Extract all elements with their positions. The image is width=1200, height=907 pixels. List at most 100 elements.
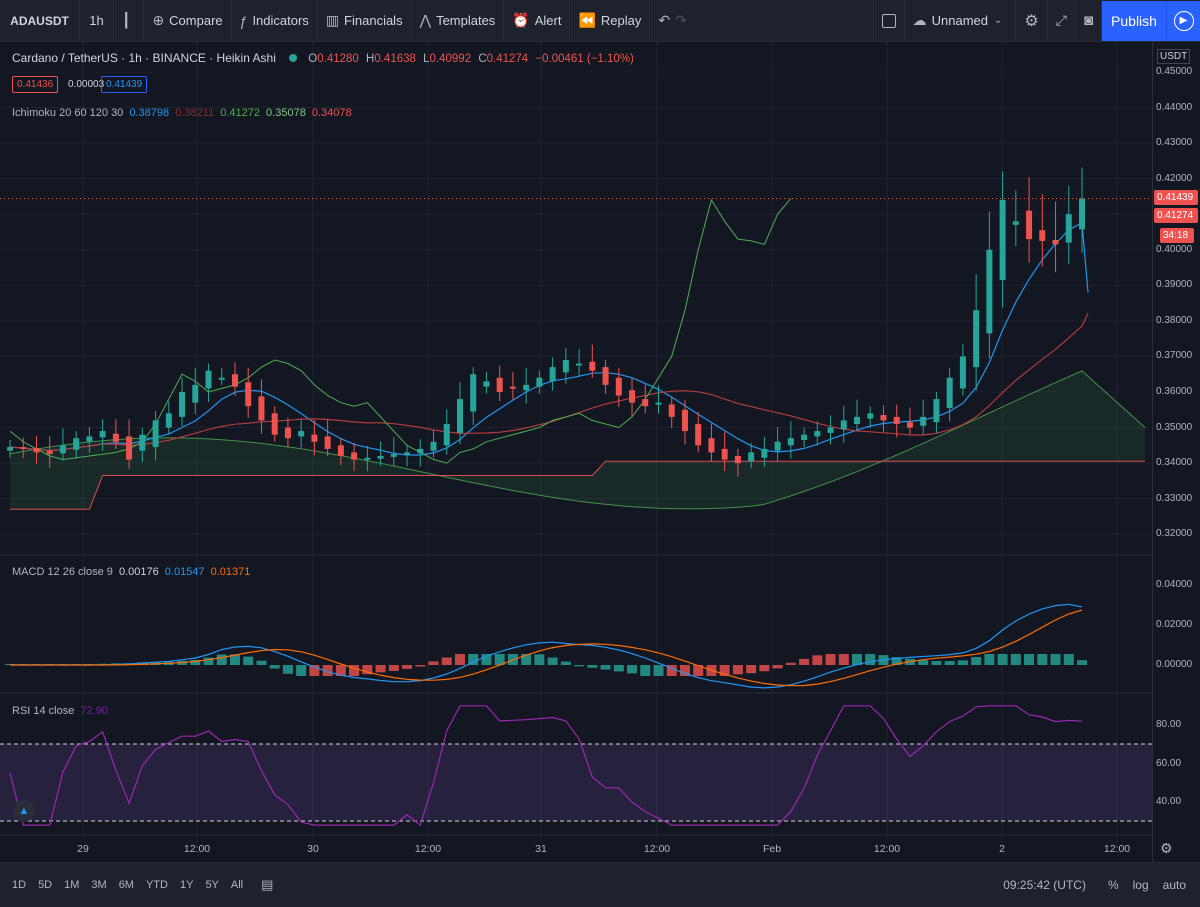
candle-body: [589, 361, 596, 371]
candle-body: [298, 431, 305, 437]
close-value: 0.41274: [486, 53, 529, 65]
candle-body: [73, 438, 80, 450]
candle-body: [1026, 210, 1033, 240]
financials-label: Financials: [344, 13, 403, 28]
ichimoku-legend: Ichimoku 20 60 120 30 0.38798 0.38211 0.…: [12, 107, 352, 119]
macd-histogram-bar: [454, 654, 465, 665]
close-label: C: [478, 53, 487, 65]
macd-tick: 0.04000: [1156, 579, 1193, 590]
macd-histogram-bar: [799, 658, 810, 665]
clock[interactable]: 09:25:42 (UTC): [1003, 878, 1086, 892]
undo-icon[interactable]: ↶: [658, 12, 671, 28]
rsi-tick: 60.00: [1156, 758, 1182, 769]
percent-toggle[interactable]: %: [1107, 878, 1119, 892]
macd-histogram-bar: [971, 657, 982, 665]
spread-value: 0.00003: [68, 79, 105, 90]
candle-body: [311, 434, 318, 442]
range-all[interactable]: All: [230, 879, 244, 891]
replay-button[interactable]: ⏪ Replay: [570, 0, 651, 42]
macd-histogram-bar: [587, 665, 598, 668]
candle-body: [165, 413, 172, 428]
settings-button[interactable]: ⚙: [1016, 0, 1048, 42]
fullscreen-toggle-button[interactable]: [872, 0, 905, 42]
snapshot-button[interactable]: ◙: [1076, 0, 1102, 42]
macd-tick: 0.02000: [1156, 619, 1193, 630]
date-ranges: 1D 5D 1M 3M 6M YTD 1Y 5Y All: [12, 879, 255, 891]
candles-icon: ┃: [122, 12, 131, 28]
range-ytd[interactable]: YTD: [145, 879, 168, 891]
macd-histogram-bar: [984, 654, 995, 665]
currency-label[interactable]: USDT: [1157, 49, 1191, 64]
macd-histogram-bar: [494, 654, 505, 665]
candle-body: [139, 434, 146, 451]
publish-dropdown-button[interactable]: ▶: [1166, 0, 1200, 41]
range-3m[interactable]: 3M: [91, 879, 107, 891]
indicators-button[interactable]: ƒ Indicators: [232, 0, 318, 42]
macd-histogram-bar: [256, 660, 267, 665]
log-toggle[interactable]: log: [1132, 878, 1149, 892]
candle-body: [536, 377, 543, 387]
financials-button[interactable]: ▥ Financials: [318, 0, 412, 42]
close-price-tag: 0.41274: [1154, 208, 1198, 223]
candle-body: [231, 374, 238, 387]
macd-histogram-bar: [243, 656, 254, 665]
rsi-tick: 80.00: [1156, 719, 1182, 730]
range-1y[interactable]: 1Y: [179, 879, 194, 891]
macd-histogram-bar: [282, 665, 293, 674]
chart-canvas[interactable]: [0, 42, 1152, 862]
price-axis[interactable]: USDT: [1152, 42, 1200, 862]
candle-body: [761, 448, 768, 458]
interval-button[interactable]: 1h: [80, 0, 114, 42]
compare-button[interactable]: ⊕ Compare: [144, 0, 232, 42]
price-tick: 0.45000: [1156, 66, 1193, 77]
range-1m[interactable]: 1M: [64, 879, 80, 891]
chevron-down-icon: ⌄: [994, 15, 1003, 26]
candle-body: [46, 450, 53, 455]
candle-body: [324, 436, 331, 449]
range-6m[interactable]: 6M: [118, 879, 134, 891]
macd-histogram-bar: [997, 654, 1008, 665]
macd-histogram-bar: [322, 665, 333, 676]
candle-body: [284, 427, 291, 439]
macd-histogram-bar: [190, 659, 201, 665]
price-tick: 0.35000: [1156, 421, 1193, 433]
macd-histogram-bar: [547, 657, 558, 665]
sell-price-button[interactable]: 0.41436: [12, 76, 59, 93]
auto-toggle[interactable]: auto: [1162, 878, 1186, 892]
time-tick: 12:00: [643, 843, 671, 855]
layout-name-button[interactable]: ☁ Unnamed ⌄: [905, 0, 1017, 42]
macd-histogram-bar: [388, 665, 399, 671]
range-1d[interactable]: 1D: [12, 879, 27, 891]
macd-histogram-bar: [1063, 654, 1074, 665]
candle-body: [337, 445, 344, 456]
publish-button[interactable]: Publish: [1102, 0, 1166, 41]
chart-type-button[interactable]: ┃: [114, 0, 145, 42]
redo-icon[interactable]: ↷: [675, 12, 687, 28]
candle-body: [59, 445, 66, 454]
templates-button[interactable]: ⋀ Templates: [412, 0, 505, 42]
candle-body: [86, 436, 93, 442]
open-value: 0.41280: [317, 53, 359, 65]
candle-body: [867, 413, 874, 419]
time-axis-settings-icon[interactable]: ⚙: [1160, 840, 1173, 856]
macd-histogram-bar: [1077, 660, 1087, 665]
symbol-search-button[interactable]: ADAUSDT: [0, 0, 80, 42]
macd-histogram-bar: [428, 661, 439, 665]
macd-histogram-bar: [203, 657, 214, 665]
high-value: 0.41638: [374, 53, 416, 65]
buy-price-button[interactable]: 0.41439: [101, 76, 148, 93]
candle-body: [549, 367, 556, 382]
candle-body: [523, 384, 530, 391]
macd-hist-value: 0.00176: [118, 566, 159, 578]
macd-histogram-bar: [613, 665, 624, 672]
candle-body: [483, 381, 490, 387]
range-5y[interactable]: 5Y: [205, 879, 219, 891]
alarm-clock-icon: ⏰: [512, 12, 530, 28]
calendar-icon[interactable]: ▤: [261, 877, 274, 892]
tradingview-logo[interactable]: ▲: [13, 800, 35, 822]
alert-button[interactable]: ⏰ Alert: [504, 0, 571, 42]
range-5d[interactable]: 5D: [38, 879, 53, 891]
macd-histogram-bar: [785, 662, 796, 665]
fullscreen-button[interactable]: ⤢: [1048, 0, 1076, 42]
candle-body: [351, 452, 358, 460]
